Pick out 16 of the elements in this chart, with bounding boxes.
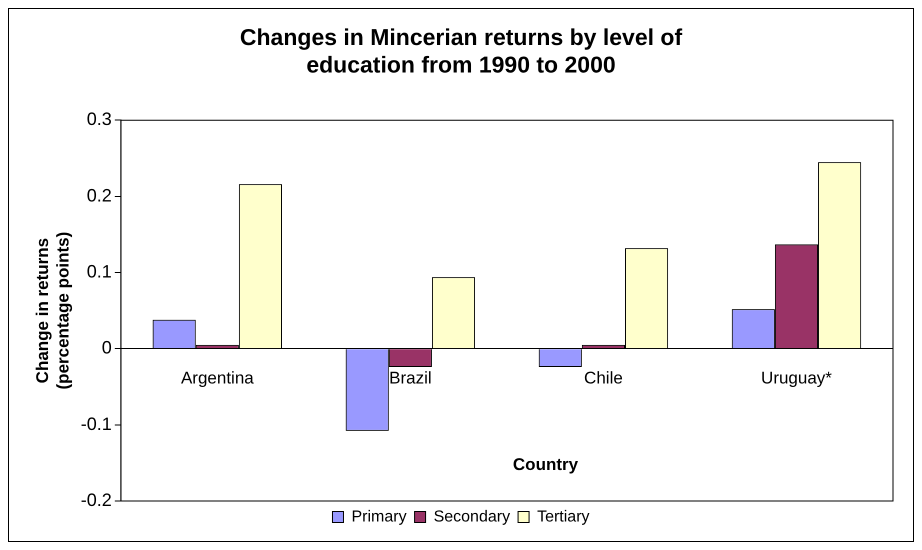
x-axis-title: Country [512, 455, 580, 475]
x-tick-label: Uruguay* [761, 368, 832, 388]
x-tick-label: Brazil [389, 368, 432, 388]
y-tick-label: 0 [102, 338, 112, 358]
y-axis-title: Change in returns (percentage points) [32, 232, 72, 390]
y-tick-label: 0.2 [86, 185, 112, 206]
y-tick-label: -0.2 [80, 490, 112, 510]
y-tick-label: 0.1 [86, 261, 112, 282]
x-tick-label: Chile [584, 368, 623, 388]
legend-label: Tertiary [537, 508, 590, 526]
legend-label: Secondary [434, 508, 510, 526]
y-tick-label: 0.3 [86, 109, 112, 130]
legend-label: Primary [351, 508, 407, 526]
x-tick-label: Argentina [180, 368, 254, 388]
y-tick-label: -0.1 [80, 414, 112, 434]
chart-title: Changes in Mincerian returns by level of education from 1990 to 2000 [240, 24, 682, 78]
